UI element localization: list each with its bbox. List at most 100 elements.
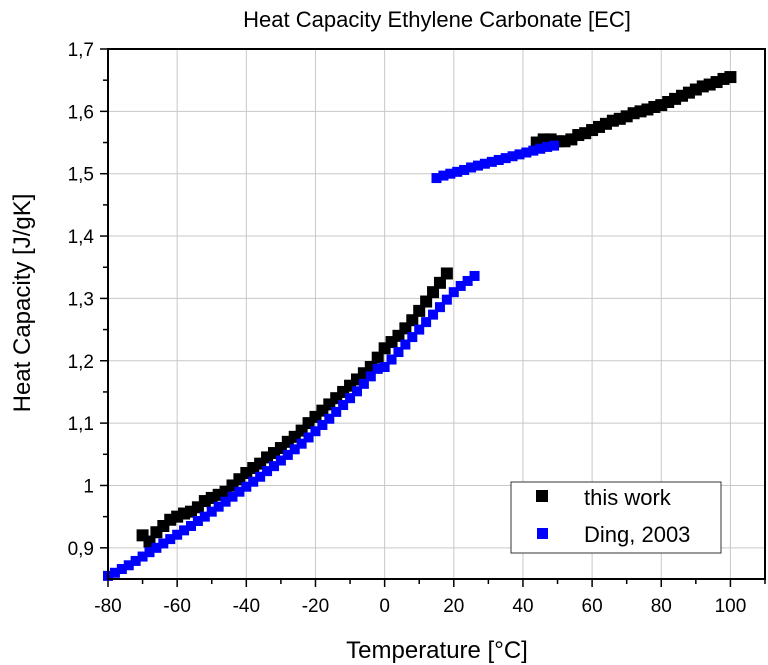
y-tick-label: 1 [83,476,94,497]
marker-ding-2003 [338,400,349,411]
x-tick-label: 100 [715,596,747,617]
marker-ding-2003 [514,149,525,160]
y-tick-label: 1,7 [68,40,94,61]
axis-ticks: -80 -60 -40 -20 0 20 40 60 80 100 0,9 1 1,1 1,2 1,3 1,4… [68,40,766,617]
y-axis-label: Heat Capacity [J/gK] [9,194,36,413]
marker-ding-2003 [241,481,252,492]
marker-ding-2003 [386,354,397,365]
marker-ding-2003 [192,516,203,527]
marker-ding-2003 [151,542,162,553]
marker-ding-2003 [310,426,321,437]
marker-this-work [427,286,440,299]
legend-label-this-work: this work [584,485,672,510]
chart-title: Heat Capacity Ethylene Carbonate [EC] [243,7,631,32]
marker-this-work [406,314,419,327]
marker-ding-2003 [296,438,307,449]
marker-ding-2003 [358,378,369,389]
marker-ding-2003 [455,280,466,291]
marker-ding-2003 [179,525,190,536]
marker-ding-2003 [365,371,376,382]
plot-frame [107,48,766,580]
marker-ding-2003 [268,461,279,472]
x-tick-label: -80 [94,596,121,617]
marker-ding-2003 [472,160,483,171]
marker-ding-2003 [234,486,245,497]
marker-ding-2003 [393,347,404,358]
marker-ding-2003 [255,471,266,482]
marker-ding-2003 [379,362,390,372]
marker-ding-2003 [199,511,210,522]
y-tick-label: 1,3 [68,289,94,310]
x-axis-label: Temperature [°C] [346,637,528,664]
marker-ding-2003 [445,168,456,179]
marker-ding-2003 [421,317,432,328]
marker-ding-2003 [434,302,445,313]
y-tick-label: 0,9 [68,539,94,560]
y-tick-label: 1,6 [68,102,94,123]
x-tick-label: 80 [651,596,672,617]
y-tick-label: 1,1 [68,414,94,435]
marker-ding-2003 [262,466,273,477]
marker-ding-2003 [448,287,459,298]
marker-ding-2003 [220,496,231,507]
marker-ding-2003 [479,158,490,169]
marker-ding-2003 [466,162,477,173]
marker-ding-2003 [535,143,546,154]
marker-ding-2003 [351,386,362,397]
marker-ding-2003 [185,521,196,531]
x-tick-label: -60 [163,596,190,617]
marker-ding-2003 [331,406,342,417]
marker-ding-2003 [248,476,259,487]
x-tick-label: 60 [582,596,603,617]
marker-ding-2003 [428,309,439,320]
marker-ding-2003 [493,154,504,165]
marker-ding-2003 [462,275,473,286]
x-tick-label: -20 [302,596,329,617]
marker-ding-2003 [137,551,148,562]
legend-marker-ding-2003 [537,528,548,539]
marker-ding-2003 [317,419,328,430]
x-tick-label: -40 [233,596,260,617]
marker-ding-2003 [123,560,134,571]
marker-ding-2003 [303,432,314,443]
x-tick-label: 40 [512,596,533,617]
x-tick-label: 0 [379,596,390,617]
marker-ding-2003 [116,564,127,575]
marker-ding-2003 [206,506,217,517]
marker-ding-2003 [282,449,293,460]
marker-ding-2003 [172,529,183,540]
marker-ding-2003 [144,547,155,558]
y-tick-label: 1,2 [68,352,94,373]
y-tick-label: 1,4 [68,227,95,248]
marker-this-work [247,462,260,475]
marker-ding-2003 [109,567,120,578]
marker-ding-2003 [275,455,286,466]
marker-this-work [371,351,384,364]
marker-this-work [420,295,433,308]
marker-this-work [433,276,446,289]
marker-ding-2003 [528,145,539,156]
marker-ding-2003 [372,363,383,374]
marker-ding-2003 [507,151,518,162]
x-tick-label: 20 [443,596,464,617]
marker-ding-2003 [407,332,418,343]
marker-this-work [440,267,453,280]
marker-ding-2003 [158,538,169,549]
marker-ding-2003 [438,170,449,181]
marker-ding-2003 [431,173,442,184]
legend-label-ding-2003: Ding, 2003 [584,522,690,547]
marker-ding-2003 [459,164,470,175]
marker-ding-2003 [289,444,300,455]
marker-ding-2003 [549,140,560,151]
marker-ding-2003 [324,413,335,424]
marker-ding-2003 [500,153,511,164]
marker-ding-2003 [165,534,176,545]
marker-ding-2003 [130,555,141,566]
marker-this-work [724,71,737,84]
marker-ding-2003 [213,501,224,512]
marker-ding-2003 [452,166,463,177]
marker-ding-2003 [414,324,425,335]
marker-ding-2003 [441,294,452,305]
marker-ding-2003 [400,339,411,350]
